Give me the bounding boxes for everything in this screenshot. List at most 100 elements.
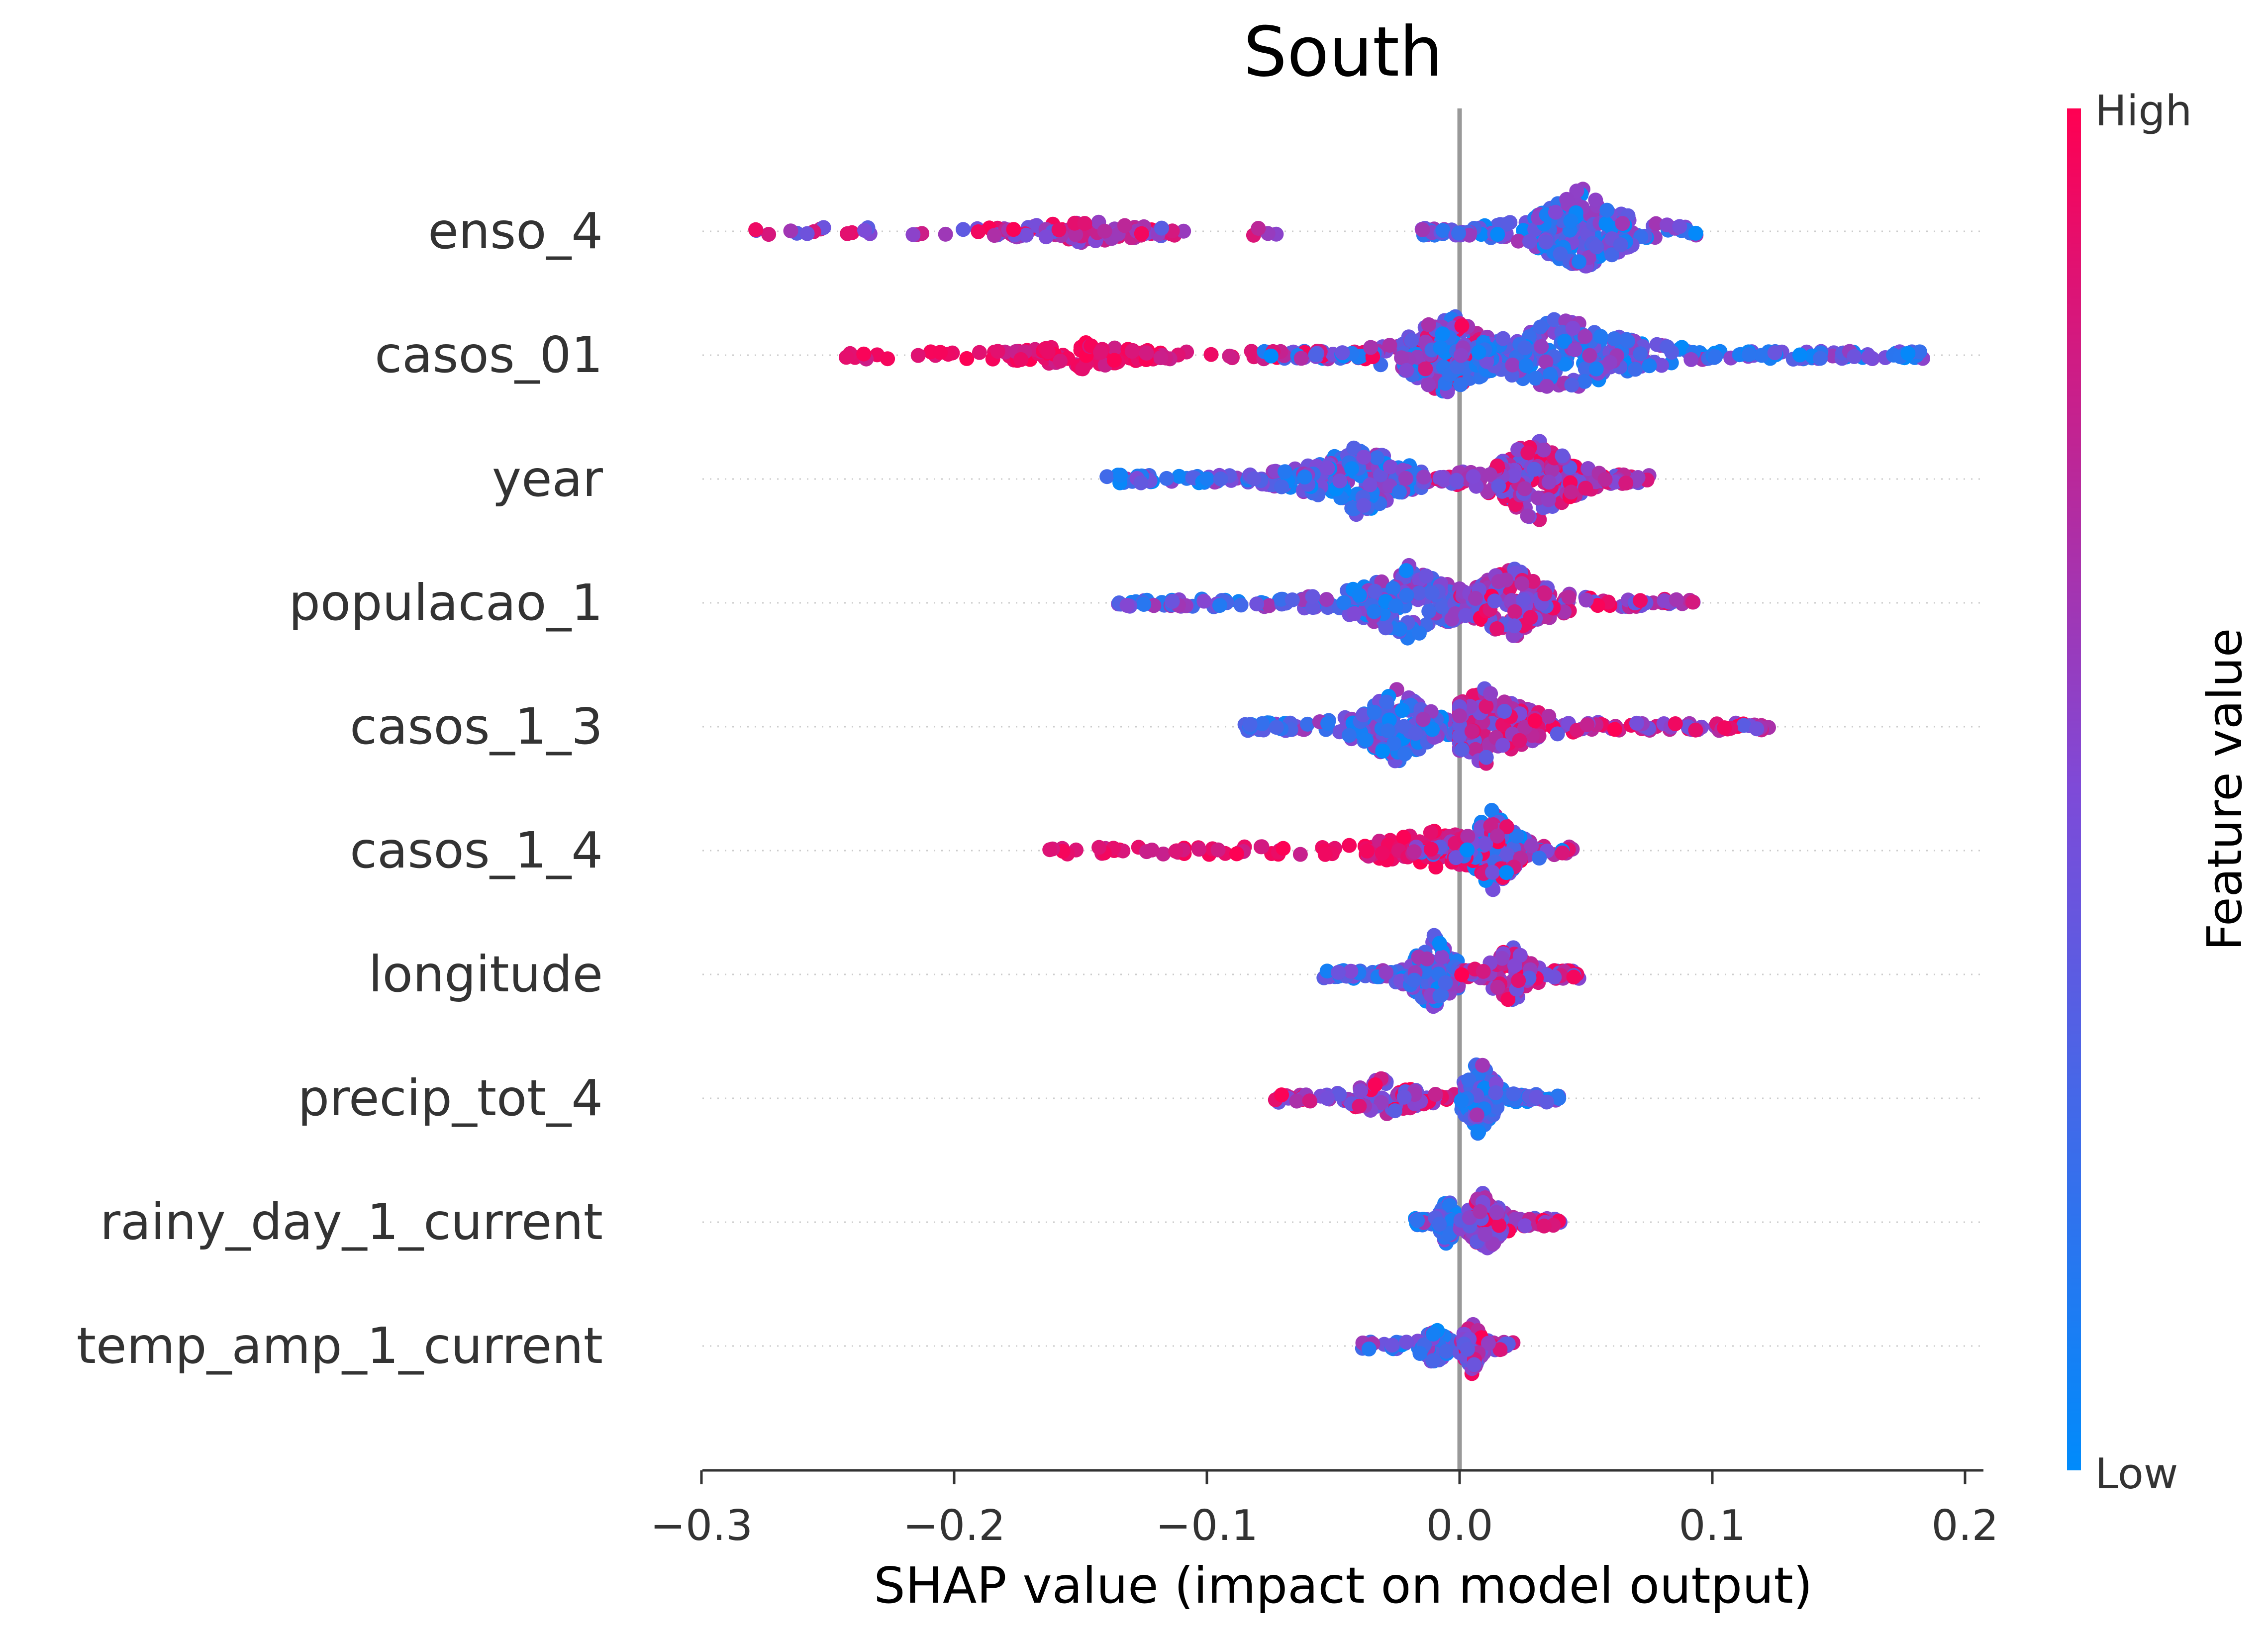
- shap-point: [1006, 222, 1021, 237]
- shap-point: [1319, 1091, 1335, 1106]
- shap-point: [1489, 1205, 1504, 1220]
- shap-point: [1517, 340, 1533, 356]
- shap-point: [1564, 484, 1579, 500]
- shap-point: [783, 223, 798, 239]
- shap-point: [1451, 225, 1466, 241]
- shap-point: [1153, 350, 1169, 366]
- shap-point: [1512, 733, 1527, 748]
- shap-point: [1305, 589, 1320, 604]
- shap-point: [1051, 222, 1067, 237]
- shap-point: [1117, 218, 1132, 233]
- shap-point: [880, 351, 895, 367]
- colorbar-high-label: High: [2095, 87, 2192, 136]
- shap-point: [1342, 728, 1357, 743]
- shap-point: [1633, 346, 1648, 362]
- shap-point: [1134, 226, 1149, 241]
- shap-point: [1284, 592, 1300, 607]
- shap-point: [1593, 329, 1608, 344]
- shap-point: [1669, 592, 1684, 607]
- shap-point: [1274, 1087, 1289, 1103]
- shap-point: [1514, 576, 1530, 591]
- shap-point: [1203, 347, 1219, 362]
- shap-point: [1263, 348, 1279, 364]
- shap-point: [1578, 592, 1594, 608]
- shap-point: [1506, 468, 1521, 483]
- shap-point: [1553, 246, 1568, 262]
- shap-point: [1367, 704, 1382, 720]
- shap-point: [748, 222, 764, 237]
- shap-point: [1042, 842, 1058, 858]
- shap-point: [1360, 843, 1375, 859]
- shap-point: [1559, 192, 1575, 207]
- shap-point: [1475, 1058, 1490, 1073]
- shap-point: [1541, 709, 1557, 724]
- shap-point: [1460, 842, 1475, 858]
- shap-point: [1168, 844, 1183, 859]
- shap-point: [1551, 1091, 1567, 1106]
- shap-point: [971, 224, 986, 239]
- shap-point: [1353, 1083, 1368, 1098]
- shap-point: [1368, 1077, 1383, 1092]
- shap-point: [1278, 464, 1292, 480]
- shap-point: [1566, 969, 1581, 985]
- shap-point: [1628, 362, 1643, 377]
- shap-point: [1473, 1204, 1488, 1219]
- shap-point: [1606, 331, 1622, 346]
- feature-label-casos_01: casos_01: [375, 326, 603, 384]
- shap-point: [1458, 608, 1474, 623]
- shap-point: [1452, 708, 1467, 724]
- shap-point: [1176, 223, 1191, 239]
- shap-point: [1489, 621, 1505, 636]
- shap-point: [1499, 819, 1514, 835]
- shap-point: [1597, 472, 1613, 487]
- shap-point: [1375, 744, 1390, 759]
- shap-point: [1482, 467, 1497, 482]
- shap-point: [840, 226, 855, 241]
- shap-point: [1381, 723, 1395, 739]
- shap-point: [959, 351, 975, 366]
- shap-point: [1439, 1344, 1454, 1359]
- shap-point: [1516, 592, 1531, 607]
- shap-point: [1410, 1213, 1425, 1228]
- shap-point: [1499, 216, 1514, 232]
- shap-point: [761, 227, 777, 242]
- shap-point: [1373, 467, 1388, 482]
- shap-point: [1343, 963, 1359, 979]
- feature-label-casos_1_3: casos_1_3: [350, 697, 603, 756]
- shap-point: [1537, 586, 1553, 601]
- shap-point: [1538, 234, 1554, 250]
- shap-point: [1053, 353, 1068, 369]
- shap-point: [1293, 351, 1309, 366]
- feature-label-enso_4: enso_4: [428, 202, 603, 260]
- feature-label-longitude: longitude: [369, 945, 603, 1003]
- shap-point: [1548, 204, 1563, 220]
- shap-point: [1369, 450, 1384, 466]
- shap-point: [1385, 580, 1401, 596]
- shap-point: [1411, 585, 1427, 601]
- shap-point: [1332, 1087, 1347, 1102]
- shap-point: [1688, 722, 1703, 738]
- shap-point: [1367, 604, 1382, 619]
- shap-point: [1604, 247, 1620, 263]
- shap-point: [1541, 492, 1556, 507]
- shap-point: [1642, 358, 1657, 374]
- shap-point: [1578, 481, 1593, 496]
- shap-point: [1335, 345, 1350, 361]
- shap-point: [1213, 471, 1228, 486]
- shap-point: [1432, 936, 1447, 951]
- shap-point: [1068, 227, 1084, 242]
- shap-point: [1491, 574, 1506, 589]
- shap-point: [1657, 593, 1672, 608]
- x-tick-label: 0.2: [1931, 1501, 1998, 1550]
- shap-point: [1688, 225, 1703, 241]
- shap-point: [1523, 610, 1538, 625]
- shap-point: [1398, 471, 1413, 486]
- shap-point: [1432, 988, 1448, 1004]
- shap-point: [1421, 377, 1436, 392]
- shap-point: [1539, 379, 1555, 394]
- shap-point: [1544, 462, 1560, 478]
- shap-point: [1561, 589, 1577, 605]
- shap-point: [1577, 374, 1592, 389]
- shap-point: [1361, 1342, 1377, 1356]
- shap-point: [1136, 597, 1152, 612]
